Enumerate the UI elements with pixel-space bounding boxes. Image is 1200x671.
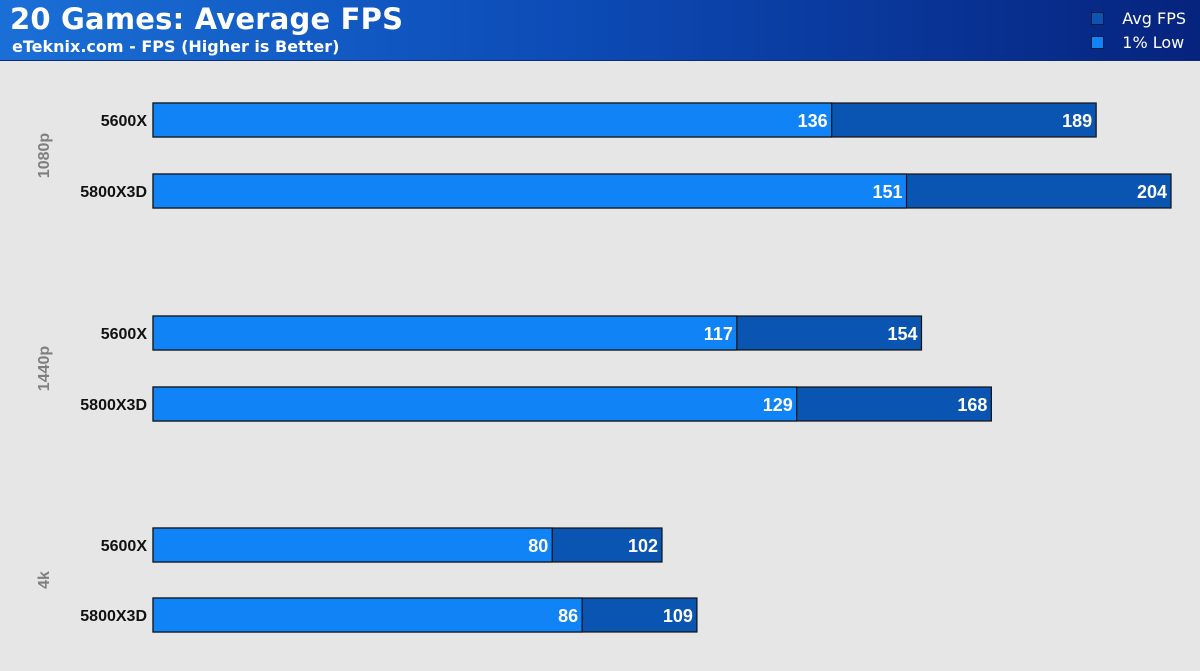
bar-1pct-low xyxy=(152,386,798,422)
bar-1pct-low xyxy=(152,315,738,351)
bar-1pct-low xyxy=(152,102,833,138)
bar-1pct-low xyxy=(152,597,583,633)
data-label-avg-fps: 109 xyxy=(663,606,693,626)
data-label-avg-fps: 168 xyxy=(957,395,987,415)
data-label-avg-fps: 204 xyxy=(1137,182,1167,202)
legend-swatch-avg-fps xyxy=(1091,11,1105,25)
data-label-1pct-low: 136 xyxy=(798,111,828,131)
data-label-1pct-low: 151 xyxy=(872,182,902,202)
bar-1pct-low xyxy=(152,527,553,563)
bar-1pct-low xyxy=(152,173,908,209)
group-label: 1440p xyxy=(36,346,53,392)
legend-item-1pct-low: 1% Low xyxy=(1091,30,1186,54)
data-label-avg-fps: 102 xyxy=(628,536,658,556)
category-label: 5600X xyxy=(101,113,148,130)
legend-item-avg-fps: Avg FPS xyxy=(1091,6,1186,30)
data-label-1pct-low: 80 xyxy=(528,536,548,556)
chart-title: 20 Games: Average FPS xyxy=(10,2,404,36)
data-label-avg-fps: 189 xyxy=(1062,111,1092,131)
chart-legend: Avg FPS 1% Low xyxy=(1091,6,1186,54)
category-label: 5800X3D xyxy=(80,184,147,201)
group-label: 1080p xyxy=(36,133,53,179)
data-label-1pct-low: 129 xyxy=(763,395,793,415)
legend-label-avg-fps: Avg FPS xyxy=(1122,8,1186,28)
legend-label-1pct-low: 1% Low xyxy=(1122,32,1185,52)
category-label: 5800X3D xyxy=(80,397,147,414)
category-label: 5800X3D xyxy=(80,608,147,625)
chart-subtitle: eTeknix.com - FPS (Higher is Better) xyxy=(12,37,340,56)
chart-header: 20 Games: Average FPS eTeknix.com - FPS … xyxy=(0,0,1200,61)
category-label: 5600X xyxy=(101,326,148,343)
category-label: 5600X xyxy=(101,538,148,555)
group-label: 4k xyxy=(36,571,53,589)
data-label-1pct-low: 117 xyxy=(704,324,733,344)
data-label-1pct-low: 86 xyxy=(558,606,578,626)
legend-swatch-1pct-low xyxy=(1091,35,1105,49)
data-label-avg-fps: 154 xyxy=(887,324,917,344)
